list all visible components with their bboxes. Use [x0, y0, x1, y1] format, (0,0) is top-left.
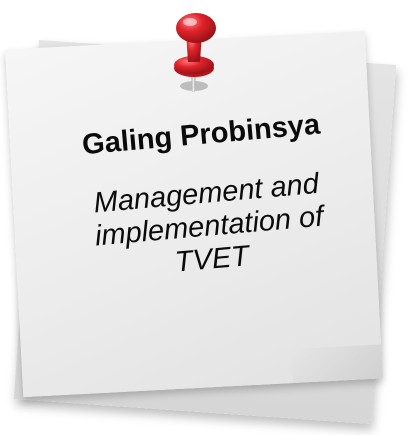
push-pin-icon	[174, 13, 216, 92]
note-text: Galing Probinsya Management and implemen…	[39, 86, 373, 290]
note-title: Galing Probinsya	[80, 108, 322, 162]
